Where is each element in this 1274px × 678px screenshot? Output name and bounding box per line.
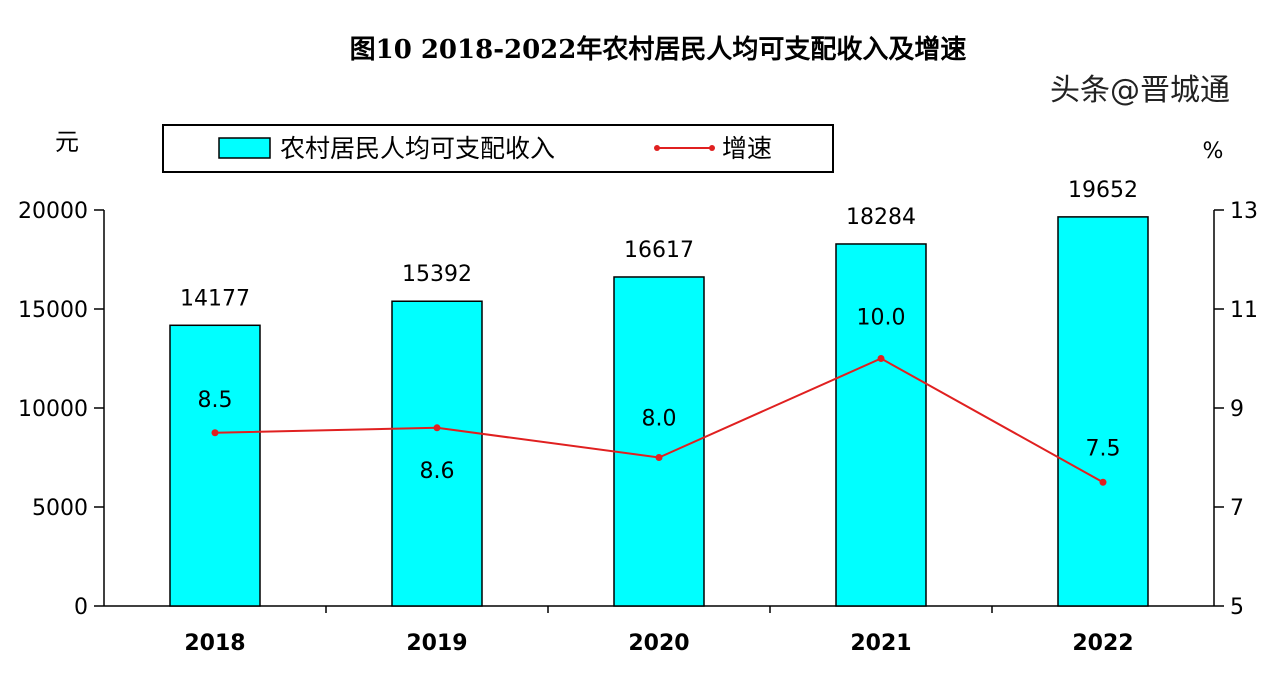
growth-value-label: 8.0 <box>642 407 677 432</box>
growth-value-label: 7.5 <box>1086 436 1121 461</box>
left-tick-label: 20000 <box>18 199 88 224</box>
bar <box>613 276 705 607</box>
x-tick-label: 2019 <box>406 631 467 656</box>
bar <box>1057 216 1149 607</box>
left-axis-unit: 元 <box>55 128 79 156</box>
legend-line-marker <box>654 145 660 151</box>
left-tick-label: 0 <box>74 595 88 620</box>
legend: 农村居民人均可支配收入 增速 <box>162 124 834 173</box>
growth-point <box>1099 478 1107 486</box>
axes: 0 5000 10000 15000 20000 5 7 9 11 13 2018 2019 2020 2… <box>18 199 1258 656</box>
legend-line-label: 增速 <box>722 134 772 163</box>
growth-value-label: 8.5 <box>198 388 233 413</box>
x-tick-label: 2018 <box>184 631 245 656</box>
bar <box>835 243 927 607</box>
growth-value-label: 10.0 <box>857 306 906 331</box>
legend-bar-swatch <box>218 137 271 159</box>
watermark-text: 头条@晋城通 <box>1050 73 1230 108</box>
growth-point <box>211 429 219 437</box>
right-tick-label: 7 <box>1230 496 1244 521</box>
x-tick-label: 2022 <box>1072 631 1133 656</box>
growth-point <box>877 355 885 362</box>
growth-line <box>211 355 1107 486</box>
growth-point <box>655 454 663 461</box>
bar-value-label: 19652 <box>1068 178 1138 203</box>
growth-point <box>433 424 441 432</box>
legend-bar-label: 农村居民人均可支配收入 <box>280 134 555 163</box>
right-tick-label: 13 <box>1230 199 1258 224</box>
right-axis-unit: % <box>1203 139 1224 164</box>
chart-title: 图10 2018-2022年农村居民人均可支配收入及增速 <box>350 34 967 65</box>
left-tick-label: 10000 <box>18 397 88 422</box>
x-tick-label: 2020 <box>628 631 689 656</box>
legend-box <box>162 124 834 173</box>
bar-value-label: 16617 <box>624 238 694 263</box>
left-tick-label: 5000 <box>32 496 88 521</box>
right-tick-label: 5 <box>1230 595 1244 620</box>
x-tick-label: 2021 <box>850 631 911 656</box>
bar-value-label: 14177 <box>180 286 250 311</box>
right-tick-label: 9 <box>1230 397 1244 422</box>
growth-value-label: 8.6 <box>420 459 455 484</box>
right-tick-label: 11 <box>1230 298 1258 323</box>
bar-value-label: 15392 <box>402 262 472 287</box>
bars <box>169 216 1149 607</box>
bar-value-label: 18284 <box>846 205 916 230</box>
bar <box>391 300 483 607</box>
data-labels: 14177 15392 16617 18284 19652 8.5 8.6 8.0 10.0 7.… <box>180 178 1138 484</box>
watermark: 头条@晋城通 <box>1050 73 1230 108</box>
bar <box>169 324 261 607</box>
legend-line-marker <box>709 145 715 151</box>
left-tick-label: 15000 <box>18 298 88 323</box>
